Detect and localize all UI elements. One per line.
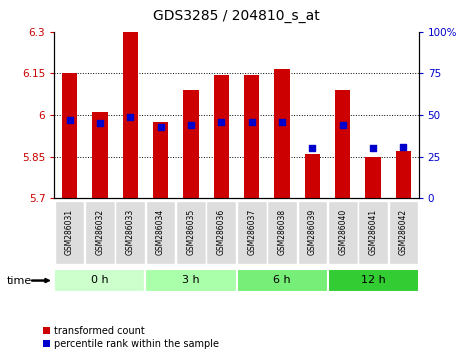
Point	[369, 145, 377, 151]
Bar	[237, 201, 267, 264]
Text: GSM286033: GSM286033	[126, 208, 135, 255]
Text: 6 h: 6 h	[273, 275, 291, 285]
Text: GSM286034: GSM286034	[156, 208, 165, 255]
Bar	[55, 201, 85, 264]
Text: GSM286038: GSM286038	[278, 209, 287, 255]
Text: GSM286035: GSM286035	[186, 208, 195, 255]
Bar	[274, 69, 289, 198]
Bar	[184, 90, 199, 198]
Text: GSM286042: GSM286042	[399, 209, 408, 255]
Point	[126, 114, 134, 120]
Point	[248, 119, 255, 125]
Bar	[244, 75, 259, 198]
Point	[187, 122, 195, 128]
Text: GSM286032: GSM286032	[96, 209, 105, 255]
Point	[157, 124, 165, 130]
Bar	[396, 151, 411, 198]
Bar	[85, 201, 115, 264]
Text: GSM286041: GSM286041	[368, 209, 377, 255]
Bar	[92, 112, 107, 198]
Point	[278, 119, 286, 125]
Bar	[62, 73, 77, 198]
Bar	[328, 201, 358, 264]
Point	[308, 145, 316, 151]
Bar	[206, 201, 236, 264]
Bar	[214, 75, 229, 198]
Text: GSM286031: GSM286031	[65, 209, 74, 255]
Bar	[366, 157, 381, 198]
Point	[400, 144, 407, 149]
Bar	[335, 90, 350, 198]
Text: GSM286040: GSM286040	[338, 208, 347, 255]
Bar	[146, 201, 175, 264]
Text: 0 h: 0 h	[91, 275, 109, 285]
Text: time: time	[7, 275, 32, 286]
Bar	[54, 269, 146, 292]
Text: 12 h: 12 h	[361, 275, 385, 285]
Text: 3 h: 3 h	[182, 275, 200, 285]
Bar	[388, 201, 418, 264]
Bar	[153, 122, 168, 198]
Point	[66, 117, 73, 123]
Bar	[176, 201, 206, 264]
Bar	[267, 201, 297, 264]
Bar	[115, 201, 145, 264]
Point	[96, 121, 104, 126]
Point	[218, 119, 225, 125]
Point	[339, 122, 347, 128]
Bar	[305, 154, 320, 198]
Bar	[236, 269, 327, 292]
Text: GDS3285 / 204810_s_at: GDS3285 / 204810_s_at	[153, 9, 320, 23]
Legend: transformed count, percentile rank within the sample: transformed count, percentile rank withi…	[43, 326, 219, 349]
Bar	[145, 269, 236, 292]
Bar	[358, 201, 388, 264]
Bar	[327, 269, 419, 292]
Bar	[298, 201, 327, 264]
Text: GSM286037: GSM286037	[247, 208, 256, 255]
Text: GSM286036: GSM286036	[217, 208, 226, 255]
Text: GSM286039: GSM286039	[308, 208, 317, 255]
Bar	[123, 32, 138, 198]
